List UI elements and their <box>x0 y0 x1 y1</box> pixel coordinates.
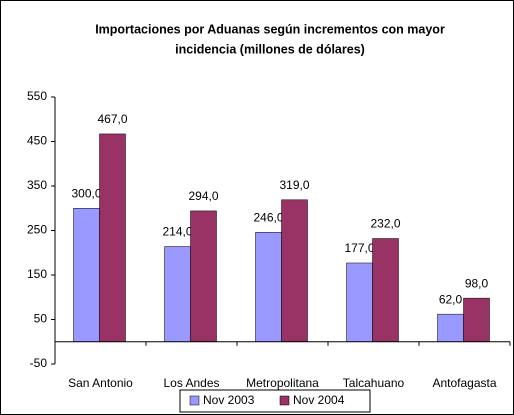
bar <box>99 133 126 342</box>
y-tick-label: 50 <box>34 312 48 326</box>
value-label: 467,0 <box>97 112 127 126</box>
legend-box <box>179 389 371 413</box>
chart-title: incidencia (millones de dólares) <box>175 42 365 56</box>
bar <box>437 313 464 343</box>
bar <box>164 246 191 343</box>
value-label: 294,0 <box>188 189 218 203</box>
bar <box>346 262 373 342</box>
y-tick-label: 250 <box>27 223 47 237</box>
bar <box>281 199 308 342</box>
y-tick-label: 350 <box>27 178 47 192</box>
value-label: 319,0 <box>279 178 309 192</box>
legend-label: Nov 2003 <box>203 393 255 407</box>
legend-swatch <box>279 395 290 406</box>
bar <box>190 210 217 342</box>
value-label: 300,0 <box>71 186 101 200</box>
value-label: 98,0 <box>465 276 489 290</box>
y-tick-label: 550 <box>27 89 47 103</box>
bar <box>372 238 399 342</box>
value-label: 62,0 <box>439 292 463 306</box>
value-label: 246,0 <box>253 210 283 224</box>
legend-swatch <box>189 395 200 406</box>
legend-label: Nov 2004 <box>293 393 345 407</box>
chart-title: Importaciones por Aduanas según incremen… <box>95 22 445 36</box>
y-tick-label: 450 <box>27 134 47 148</box>
value-label: 214,0 <box>162 225 192 239</box>
value-label: 232,0 <box>370 217 400 231</box>
bar <box>463 297 490 343</box>
bar <box>255 232 282 342</box>
y-tick-label: -50 <box>30 356 48 370</box>
x-tick-label: Antofagasta <box>432 376 496 390</box>
x-tick-label: Metropolitana <box>246 376 319 390</box>
value-label: 177,0 <box>344 241 374 255</box>
x-tick-label: Los Andes <box>163 376 219 390</box>
bar <box>73 208 100 342</box>
x-tick-label: San Antonio <box>68 376 133 390</box>
x-tick-label: Talcahuano <box>343 376 405 390</box>
y-tick-label: 150 <box>27 267 47 281</box>
